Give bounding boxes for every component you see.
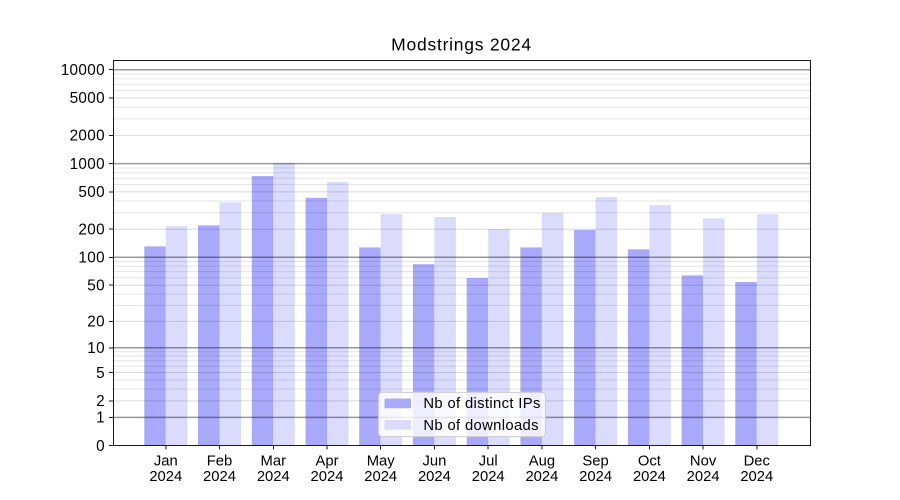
svg-text:2024: 2024: [740, 469, 773, 485]
svg-text:10000: 10000: [61, 62, 105, 79]
svg-text:Jan: Jan: [154, 453, 178, 469]
svg-text:2024: 2024: [418, 469, 451, 485]
svg-text:Apr: Apr: [315, 453, 338, 469]
svg-text:2000: 2000: [70, 128, 105, 145]
svg-text:5: 5: [96, 365, 105, 382]
svg-text:Oct: Oct: [638, 453, 661, 469]
svg-text:10: 10: [87, 340, 105, 357]
svg-text:Aug: Aug: [529, 453, 555, 469]
svg-text:Modstrings 2024: Modstrings 2024: [391, 35, 532, 55]
svg-text:2024: 2024: [579, 469, 612, 485]
svg-text:500: 500: [78, 184, 105, 201]
svg-text:Nb of distinct IPs: Nb of distinct IPs: [423, 396, 540, 412]
svg-text:Jul: Jul: [479, 453, 498, 469]
svg-text:100: 100: [78, 249, 105, 266]
svg-text:2024: 2024: [311, 469, 344, 485]
svg-text:May: May: [367, 453, 396, 469]
svg-text:Feb: Feb: [207, 453, 233, 469]
svg-text:Dec: Dec: [744, 453, 771, 469]
svg-text:2024: 2024: [472, 469, 505, 485]
svg-text:2: 2: [96, 393, 105, 410]
svg-text:0: 0: [96, 438, 105, 455]
svg-text:50: 50: [87, 277, 105, 294]
svg-text:Nov: Nov: [690, 453, 717, 469]
svg-text:2024: 2024: [364, 469, 397, 485]
svg-text:Sep: Sep: [582, 453, 608, 469]
svg-text:1: 1: [96, 410, 105, 427]
svg-text:2024: 2024: [633, 469, 666, 485]
svg-text:1000: 1000: [70, 156, 105, 173]
svg-text:200: 200: [78, 221, 105, 238]
svg-text:Mar: Mar: [261, 453, 287, 469]
svg-text:2024: 2024: [257, 469, 290, 485]
svg-text:5000: 5000: [70, 90, 105, 107]
svg-text:2024: 2024: [149, 469, 182, 485]
svg-text:20: 20: [87, 314, 105, 331]
svg-text:Nb of downloads: Nb of downloads: [423, 418, 538, 434]
svg-text:Jun: Jun: [422, 453, 446, 469]
svg-text:2024: 2024: [687, 469, 720, 485]
svg-text:2024: 2024: [525, 469, 558, 485]
svg-text:2024: 2024: [203, 469, 236, 485]
